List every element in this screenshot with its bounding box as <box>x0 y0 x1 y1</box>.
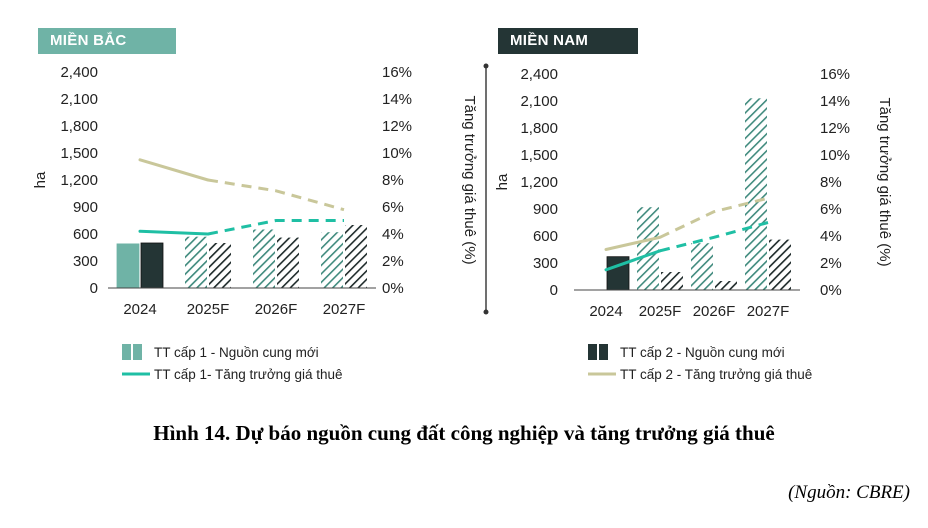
y2-tick-label: 2% <box>820 255 842 272</box>
bar-tier2-2027F <box>769 239 791 290</box>
y-tick-label: 1,500 <box>520 147 558 164</box>
figure-caption: Hình 14. Dự báo nguồn cung đất công nghi… <box>153 421 775 445</box>
y-tick-label: 300 <box>73 253 98 270</box>
y2-tick-label: 10% <box>382 145 412 162</box>
y-tick-label: 2,100 <box>520 93 558 110</box>
y2-tick-label: 2% <box>382 253 404 270</box>
y-tick-label: 300 <box>533 255 558 272</box>
y2-tick-label: 16% <box>382 64 412 81</box>
bar-tier2-2025F <box>661 272 683 290</box>
x-tick-label: 2025F <box>639 303 682 320</box>
y2-tick-label: 16% <box>820 66 850 83</box>
y-tick-label: 900 <box>533 201 558 218</box>
legend-swatch-bar-solid <box>588 344 597 360</box>
bar-tier1-2027F <box>745 98 767 290</box>
y-axis-label: ha <box>494 173 511 190</box>
x-tick-label: 2025F <box>187 301 230 318</box>
y-tick-label: 1,800 <box>520 120 558 137</box>
line-tier2-forecast <box>659 196 769 239</box>
bar-tier2-2026F <box>715 281 737 290</box>
legend-swatch-bar-solid <box>122 344 131 360</box>
legend-label: TT cấp 2 - Tăng trưởng giá thuê <box>620 367 812 382</box>
line-tier1-actual <box>604 249 662 272</box>
panel-title-north: MIỀN BẮC <box>38 28 176 54</box>
bar-tier1-2026F <box>691 243 713 290</box>
y2-tick-label: 8% <box>820 174 842 191</box>
y2-tick-label: 0% <box>382 280 404 297</box>
legend-label: TT cấp 2 - Nguồn cung mới <box>620 345 785 360</box>
y-tick-label: 0 <box>550 282 558 299</box>
y-tick-label: 2,400 <box>60 64 98 81</box>
y2-axis-label: Tăng trưởng giá thuê (%) <box>876 97 893 266</box>
bar-tier2-2027F <box>345 225 367 288</box>
x-tick-label: 2026F <box>693 303 736 320</box>
bar-tier1-2025F <box>637 207 659 290</box>
y-tick-label: 600 <box>73 226 98 243</box>
bar-tier2-2024 <box>140 242 164 289</box>
line-tier1-forecast <box>659 221 769 253</box>
y-tick-label: 600 <box>533 228 558 245</box>
figure-source: (Nguồn: CBRE) <box>788 482 910 503</box>
line-tier2-forecast <box>207 178 345 212</box>
y-tick-label: 1,200 <box>60 172 98 189</box>
bar-tier2-2025F <box>209 243 231 288</box>
y2-tick-label: 8% <box>382 172 404 189</box>
panel-title-south: MIỀN NAM <box>498 28 638 54</box>
line-tier2-actual <box>138 158 210 182</box>
y-tick-label: 2,100 <box>60 91 98 108</box>
x-tick-label: 2027F <box>323 301 366 318</box>
y2-tick-label: 14% <box>382 91 412 108</box>
y2-tick-label: 14% <box>820 93 850 110</box>
y-axis-label: ha <box>32 171 49 188</box>
y2-tick-label: 6% <box>820 201 842 218</box>
y-tick-label: 1,200 <box>520 174 558 191</box>
bar-tier1-2027F <box>321 232 343 288</box>
y2-tick-label: 10% <box>820 147 850 164</box>
y2-tick-label: 0% <box>820 282 842 299</box>
y-tick-label: 1,800 <box>60 118 98 135</box>
y2-tick-label: 12% <box>382 118 412 135</box>
y2-axis-label: Tăng trưởng giá thuê (%) <box>461 95 478 264</box>
legend-swatch-bar-solid <box>133 344 142 360</box>
y2-tick-label: 12% <box>820 120 850 137</box>
legend-label: TT cấp 1 - Nguồn cung mới <box>154 345 319 360</box>
bar-tier1-2026F <box>253 229 275 288</box>
y2-tick-label: 4% <box>382 226 404 243</box>
x-tick-label: 2026F <box>255 301 298 318</box>
x-tick-label: 2024 <box>123 301 156 318</box>
y-tick-label: 0 <box>90 280 98 297</box>
y2-tick-label: 4% <box>820 228 842 245</box>
bar-tier1-2024 <box>116 243 140 289</box>
x-tick-label: 2024 <box>589 303 622 320</box>
legend-swatch-bar-solid <box>599 344 608 360</box>
bar-tier1-2025F <box>185 236 207 288</box>
line-tier2-actual <box>604 235 662 251</box>
line-tier1-actual <box>138 229 210 236</box>
panel-divider-dot-bottom <box>483 309 489 315</box>
x-tick-label: 2027F <box>747 303 790 320</box>
legend-label: TT cấp 1- Tăng trưởng giá thuê <box>154 367 343 382</box>
y-tick-label: 1,500 <box>60 145 98 162</box>
chart-south: 2,400 2,100 1,800 1,500 1,200 900 600 300 0 16% 14… <box>483 63 893 382</box>
y-tick-label: 2,400 <box>520 66 558 83</box>
line-tier1-forecast <box>207 219 344 236</box>
chart-north: 2,400 2,100 1,800 1,500 1,200 900 600 300 0 16% 14… <box>32 64 478 382</box>
y2-tick-label: 6% <box>382 199 404 216</box>
bar-tier2-2026F <box>277 237 299 288</box>
panel-divider-dot-top <box>483 63 489 69</box>
y-tick-label: 900 <box>73 199 98 216</box>
